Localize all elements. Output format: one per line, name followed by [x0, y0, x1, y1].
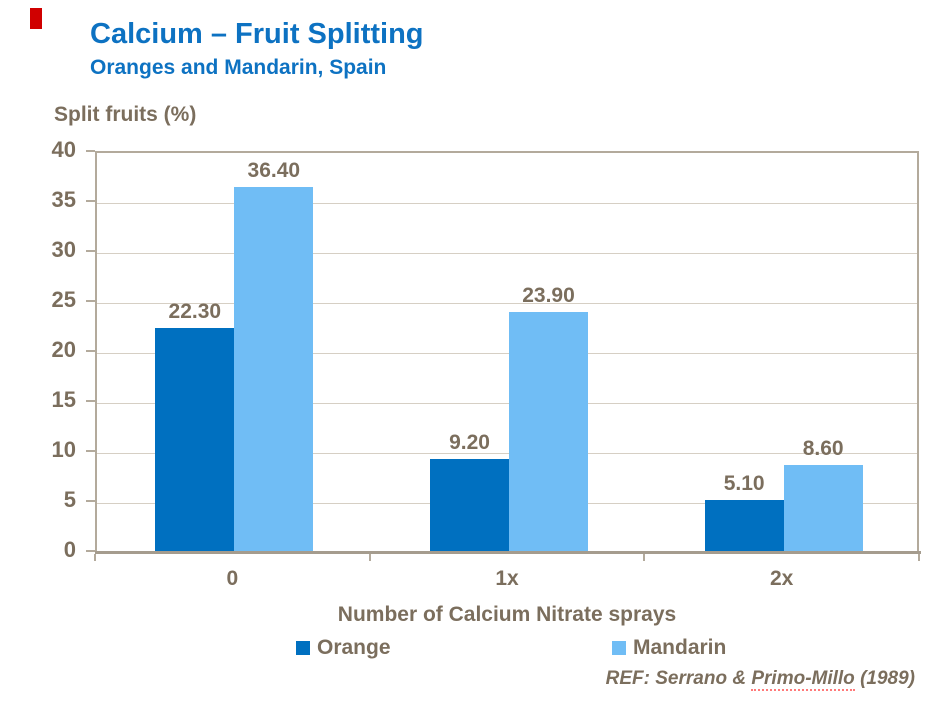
y-tick-30 — [86, 250, 95, 252]
y-tick-label-40: 40 — [51, 137, 76, 162]
x-tick-2 — [643, 554, 646, 561]
y-tick-0 — [86, 550, 95, 552]
x-axis-line — [95, 551, 921, 554]
reference-prefix: REF: Serrano & — [605, 668, 752, 689]
y-tick-label-35: 35 — [51, 187, 76, 212]
gridline-15 — [97, 403, 917, 404]
y-tick-label-0: 0 — [63, 537, 76, 562]
reference-suffix: (1989) — [854, 668, 915, 689]
gridline-10 — [97, 453, 917, 454]
bar-value-mandarin-0: 36.40 — [247, 159, 301, 182]
gridline-30 — [97, 253, 917, 254]
bar-value-orange-1x: 9.20 — [449, 431, 490, 454]
red-accent-mark — [30, 8, 42, 29]
x-axis-title: Number of Calcium Nitrate sprays — [337, 603, 677, 626]
y-tick-40 — [86, 150, 95, 152]
x-category-label-0: 0 — [226, 567, 239, 590]
legend-swatch-mandarin — [612, 641, 626, 655]
y-tick-label-30: 30 — [51, 237, 76, 262]
bar-orange-1x — [430, 459, 509, 551]
y-tick-25 — [86, 300, 95, 302]
x-tick-3 — [918, 554, 920, 561]
x-tick-1 — [368, 554, 371, 561]
y-tick-label-10: 10 — [51, 437, 76, 462]
chart-subtitle: Oranges and Mandarin, Spain — [90, 56, 387, 79]
y-tick-label-20: 20 — [51, 337, 76, 362]
legend-label-mandarin: Mandarin — [633, 636, 727, 659]
plot-area: 22.30 36.40 9.20 23.90 5.10 8.60 — [95, 151, 919, 551]
y-tick-label-5: 5 — [63, 487, 76, 512]
reference-citation: REF: Serrano & Primo-Millo (1989) — [605, 668, 915, 691]
y-tick-10 — [86, 450, 95, 452]
x-tick-0 — [94, 554, 96, 561]
y-tick-5 — [86, 500, 95, 502]
legend-label-orange: Orange — [317, 636, 391, 659]
y-tick-15 — [86, 400, 95, 402]
bar-mandarin-1x — [509, 312, 588, 551]
legend-item-mandarin: Mandarin — [612, 636, 726, 660]
y-axis-title: Split fruits (%) — [54, 103, 197, 126]
x-category-label-2x: 2x — [769, 567, 794, 590]
bar-mandarin-2x — [783, 465, 863, 551]
chart-title: Calcium – Fruit Splitting — [90, 18, 424, 50]
y-tick-label-15: 15 — [51, 387, 76, 412]
x-category-label-1x: 1x — [495, 567, 519, 590]
bar-value-mandarin-1x: 23.90 — [522, 284, 575, 307]
gridline-35 — [97, 203, 917, 204]
legend-item-orange: Orange — [296, 636, 391, 660]
bar-mandarin-0 — [234, 187, 314, 551]
reference-underlined: Primo-Millo — [751, 668, 855, 691]
bar-orange-2x — [704, 500, 784, 551]
bar-value-mandarin-2x: 8.60 — [802, 437, 844, 460]
bar-value-orange-2x: 5.10 — [723, 472, 765, 495]
legend-swatch-orange — [296, 641, 310, 655]
gridline-25 — [97, 303, 917, 304]
y-tick-35 — [86, 200, 95, 202]
y-tick-20 — [86, 350, 95, 352]
y-tick-label-25: 25 — [51, 287, 76, 312]
bar-value-orange-0: 22.30 — [168, 300, 222, 323]
bar-orange-0 — [155, 328, 235, 551]
gridline-20 — [97, 353, 917, 354]
